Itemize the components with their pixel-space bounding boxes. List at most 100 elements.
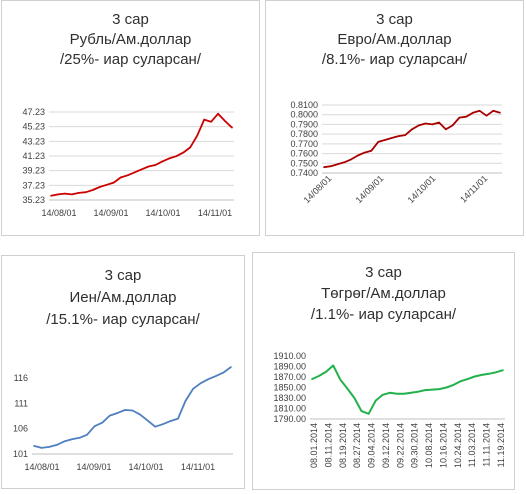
data-point bbox=[495, 371, 497, 374]
data-point bbox=[161, 160, 164, 163]
x-tick-label: 14/10/01 bbox=[145, 208, 180, 218]
data-point bbox=[189, 146, 191, 149]
chart-title-line-3: /15.1%- иар суларсан/ bbox=[46, 311, 200, 328]
x-tick-label: 09.12.2014 bbox=[381, 423, 391, 468]
data-point bbox=[410, 392, 412, 394]
data-point bbox=[404, 134, 406, 136]
data-point bbox=[353, 397, 356, 399]
data-point bbox=[390, 137, 393, 139]
data-point bbox=[71, 438, 73, 441]
y-tick-label: 116 bbox=[14, 373, 28, 383]
data-point bbox=[330, 165, 332, 167]
x-tick-label: 10.16.2014 bbox=[438, 423, 448, 468]
data-point bbox=[210, 121, 212, 123]
data-point bbox=[499, 112, 501, 114]
chart-title-line-2: Рубль/Ам.доллар bbox=[69, 31, 192, 48]
data-point bbox=[196, 134, 198, 137]
chart-title-line-1: 3 сар bbox=[112, 11, 149, 28]
data-point bbox=[57, 193, 59, 196]
chart-panel-ruble: 3 сар Рубль/Ам.доллар /25%- иар суларсан… bbox=[1, 0, 260, 236]
data-point bbox=[502, 369, 504, 371]
data-point bbox=[64, 192, 66, 195]
x-tick-label: 08.01.2014 bbox=[309, 423, 319, 468]
data-point bbox=[325, 371, 327, 373]
data-point bbox=[357, 154, 359, 157]
data-point bbox=[332, 364, 334, 367]
x-tick-label: 14/10/01 bbox=[128, 462, 163, 472]
x-tick-label: 08.27.2014 bbox=[352, 423, 362, 468]
data-point bbox=[438, 121, 440, 124]
data-point bbox=[389, 392, 391, 394]
data-point bbox=[119, 176, 122, 179]
data-point bbox=[481, 374, 483, 376]
chart-panel-yen: 3 сар Иен/Ам.доллар /15.1%- иар суларсан… bbox=[1, 255, 245, 489]
data-point bbox=[101, 421, 103, 424]
data-point bbox=[478, 110, 481, 112]
data-point bbox=[40, 447, 43, 449]
y-tick-label: 47.23 bbox=[22, 107, 45, 117]
data-point bbox=[154, 164, 157, 166]
data-point bbox=[323, 166, 325, 168]
data-point bbox=[377, 141, 379, 143]
data-point bbox=[396, 393, 398, 395]
data-point bbox=[207, 378, 210, 380]
y-tick-label: 39.23 bbox=[22, 166, 45, 176]
data-point bbox=[370, 149, 373, 152]
chart-panel-euro: 3 сар Евро/Ам.доллар /8.1%- иар суларсан… bbox=[265, 0, 524, 236]
y-tick-label: 0.7800 bbox=[290, 129, 318, 139]
y-tick-label: 0.7900 bbox=[290, 119, 318, 129]
x-tick-label: 10.24.2014 bbox=[453, 423, 463, 468]
data-point bbox=[339, 378, 342, 381]
y-tick-label: 0.7700 bbox=[290, 139, 318, 149]
data-point bbox=[343, 161, 346, 164]
data-point bbox=[363, 151, 366, 154]
y-tick-label: 1890.00 bbox=[273, 362, 306, 372]
data-point bbox=[445, 386, 448, 389]
data-point bbox=[50, 195, 52, 197]
chart-title-line-2: Евро/Ам.доллар bbox=[337, 31, 452, 48]
y-tick-label: 37.23 bbox=[22, 180, 45, 190]
data-point bbox=[411, 128, 413, 131]
x-tick-label: 08.11.2014 bbox=[323, 423, 333, 467]
y-tick-label: 106 bbox=[13, 424, 28, 434]
data-point bbox=[381, 394, 384, 396]
data-point bbox=[154, 425, 156, 428]
data-point bbox=[431, 123, 434, 126]
data-point bbox=[203, 118, 205, 121]
x-tick-label: 09.22.2014 bbox=[395, 423, 405, 468]
chart-panel-tugrik: 3 сар Төгрөг/Ам.доллар /1.1%- иар суларс… bbox=[252, 252, 515, 490]
data-point bbox=[336, 163, 339, 166]
data-point bbox=[55, 444, 58, 446]
line-chart-euro: 0.81000.80000.79000.78000.77000.76000.75… bbox=[290, 100, 502, 205]
data-point bbox=[466, 378, 469, 380]
x-tick-label: 10.08.2014 bbox=[424, 423, 434, 468]
data-point bbox=[124, 409, 126, 411]
x-tick-label: 14/09/01 bbox=[76, 462, 111, 472]
y-tick-label: 1830.00 bbox=[273, 393, 306, 403]
data-point bbox=[126, 174, 129, 177]
line-chart-ruble: 47.23 45.23 43.23 41.23 39.23 37.23 35.23 14/08… bbox=[22, 107, 234, 218]
data-point bbox=[93, 425, 96, 427]
x-tick-label: 14/10/01 bbox=[406, 173, 438, 205]
y-tick-label: 1790.00 bbox=[273, 414, 306, 424]
data-point bbox=[78, 437, 81, 439]
y-tick-label: 1870.00 bbox=[273, 372, 306, 382]
data-point bbox=[403, 393, 405, 395]
data-point bbox=[217, 112, 219, 115]
y-tick-label: 45.23 bbox=[22, 122, 45, 132]
data-point bbox=[417, 390, 419, 393]
data-point bbox=[350, 158, 352, 161]
data-point bbox=[360, 410, 363, 412]
x-tick-label: 11.03.2014 bbox=[467, 423, 477, 467]
data-point bbox=[485, 114, 488, 117]
series-line bbox=[50, 112, 233, 197]
data-point bbox=[139, 413, 141, 416]
data-point bbox=[146, 419, 149, 422]
data-point bbox=[116, 412, 119, 414]
x-tick-label: 11.19.2014 bbox=[496, 423, 506, 467]
data-point bbox=[458, 116, 461, 119]
data-point bbox=[431, 388, 434, 391]
data-point bbox=[86, 434, 88, 436]
x-tick-label: 08.19.2014 bbox=[338, 423, 348, 468]
data-point bbox=[231, 126, 233, 129]
